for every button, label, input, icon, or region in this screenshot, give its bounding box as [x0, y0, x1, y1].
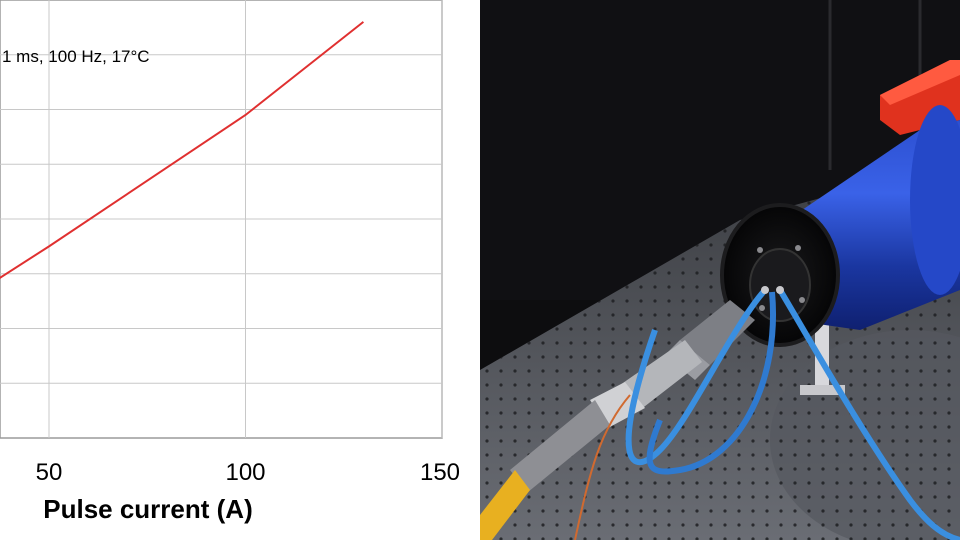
chart-annotation: 1 ms, 100 Hz, 17°C: [2, 47, 150, 66]
x-tick-label: 50: [36, 459, 63, 486]
chart-svg: 50 100 150 1 ms, 100 Hz, 17°C Pulse curren…: [0, 0, 461, 524]
x-tick-label: 150: [420, 459, 460, 486]
x-tick-label: 100: [225, 459, 265, 486]
diode-laser-module-photo: [480, 0, 960, 540]
series-line: [0, 21, 365, 279]
power-current-chart: 50 100 150 1 ms, 100 Hz, 17°C Pulse curren…: [0, 0, 461, 524]
x-axis-title: Pulse current (A): [43, 494, 253, 524]
